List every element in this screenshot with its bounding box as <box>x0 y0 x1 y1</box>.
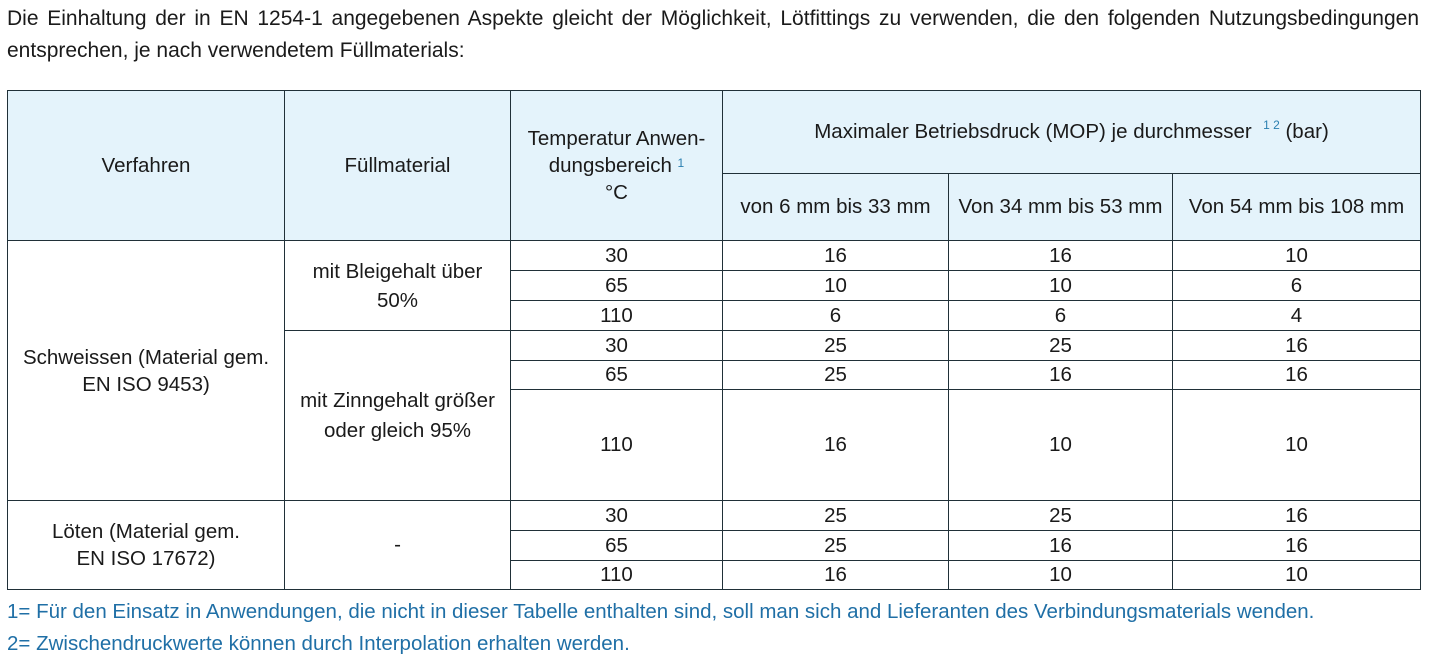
cell-mop: 6 <box>722 300 949 331</box>
table-row: 110 16 10 10 <box>8 560 1422 590</box>
cell-material-loeten: - <box>284 500 511 590</box>
cell-mop: 16 <box>722 240 949 271</box>
cell-mop: 16 <box>948 360 1173 390</box>
table-row: Schweissen (Material gem. EN ISO 9453) m… <box>7 240 1422 501</box>
cell-temp: 30 <box>510 330 723 361</box>
pressure-table: Verfahren Füllmaterial Temperatur Anwen-… <box>7 90 1422 590</box>
header-diameter-3: Von 54 mm bis 108 mm <box>1171 173 1422 241</box>
footnote-ref: 1 <box>677 156 685 170</box>
cell-temp: 110 <box>510 389 723 501</box>
cell-mop: 16 <box>1171 330 1422 361</box>
cell-temp: 110 <box>510 300 723 331</box>
intro-paragraph: Die Einhaltung der in EN 1254-1 angegebe… <box>7 7 1419 62</box>
cell-temp: 30 <box>510 500 723 531</box>
footnote-1: 1= Für den Einsatz in Anwendungen, die n… <box>7 600 1315 623</box>
header-temperatur: Temperatur Anwen- dungsbereich 1 °C <box>510 90 723 241</box>
cell-mop: 25 <box>948 330 1173 361</box>
cell-verfahren-loeten: Löten (Material gem. EN ISO 17672) <box>7 500 285 590</box>
cell-mop: 16 <box>722 560 949 590</box>
cell-mop: 25 <box>722 330 949 361</box>
header-temperatur-line2: dungsbereich <box>548 154 672 177</box>
header-temperatur-unit: °C <box>604 181 628 204</box>
cell-temp: 110 <box>510 560 723 590</box>
cell-mop: 25 <box>722 530 949 561</box>
cell-mop: 10 <box>948 560 1173 590</box>
cell-temp: 65 <box>510 360 723 390</box>
cell-verfahren-schweissen: Schweissen (Material gem. EN ISO 9453) <box>7 240 285 501</box>
footnote-ref: 1 2 <box>1263 118 1280 132</box>
cell-mop: 10 <box>1171 560 1422 590</box>
cell-mop: 4 <box>1171 300 1422 331</box>
table-row: 65 25 16 16 <box>8 360 1422 390</box>
footnote-2: 2= Zwischendruckwerte können durch Inter… <box>7 632 630 655</box>
table-row: 110 16 10 10 <box>8 389 1422 501</box>
header-fuellmaterial: Füllmaterial <box>284 90 511 241</box>
header-diameter-2: Von 34 mm bis 53 mm <box>948 173 1173 241</box>
cell-mop: 6 <box>1171 270 1422 301</box>
cell-mop: 25 <box>722 500 949 531</box>
header-diameter-1: von 6 mm bis 33 mm <box>722 173 949 241</box>
cell-mop: 16 <box>722 389 949 501</box>
header-verfahren: Verfahren <box>7 90 285 241</box>
table-row: Löten (Material gem. EN ISO 17672) - 30 2… <box>7 500 1422 590</box>
cell-mop: 10 <box>1171 240 1422 271</box>
cell-temp: 65 <box>510 530 723 561</box>
header-temperatur-line1: Temperatur Anwen- <box>527 127 706 150</box>
header-mop: Maximaler Betriebsdruck (MOP) je durchme… <box>721 90 1422 174</box>
cell-material-zinn: mit Zinngehalt größer oder gleich 95% <box>284 330 511 501</box>
cell-mop: 10 <box>1171 389 1422 501</box>
header-mop-unit: (bar) <box>1285 120 1329 143</box>
cell-mop: 16 <box>1171 360 1422 390</box>
cell-mop: 25 <box>722 360 949 390</box>
cell-mop: 6 <box>948 300 1173 331</box>
cell-temp: 30 <box>510 240 723 271</box>
header-mop-label: Maximaler Betriebsdruck (MOP) je durchme… <box>814 120 1252 143</box>
cell-mop: 10 <box>948 270 1173 301</box>
cell-mop: 16 <box>948 530 1173 561</box>
cell-material-blei: mit Bleigehalt über 50% <box>284 240 511 331</box>
table-row: 65 10 10 6 <box>8 270 1422 301</box>
cell-temp: 65 <box>510 270 723 301</box>
cell-mop: 16 <box>948 240 1173 271</box>
cell-mop: 25 <box>948 500 1173 531</box>
table-row: mit Zinngehalt größer oder gleich 95% 30… <box>8 330 1422 501</box>
cell-mop: 10 <box>948 389 1173 501</box>
cell-mop: 16 <box>1171 530 1422 561</box>
cell-mop: 10 <box>722 270 949 301</box>
cell-mop: 16 <box>1171 500 1422 531</box>
